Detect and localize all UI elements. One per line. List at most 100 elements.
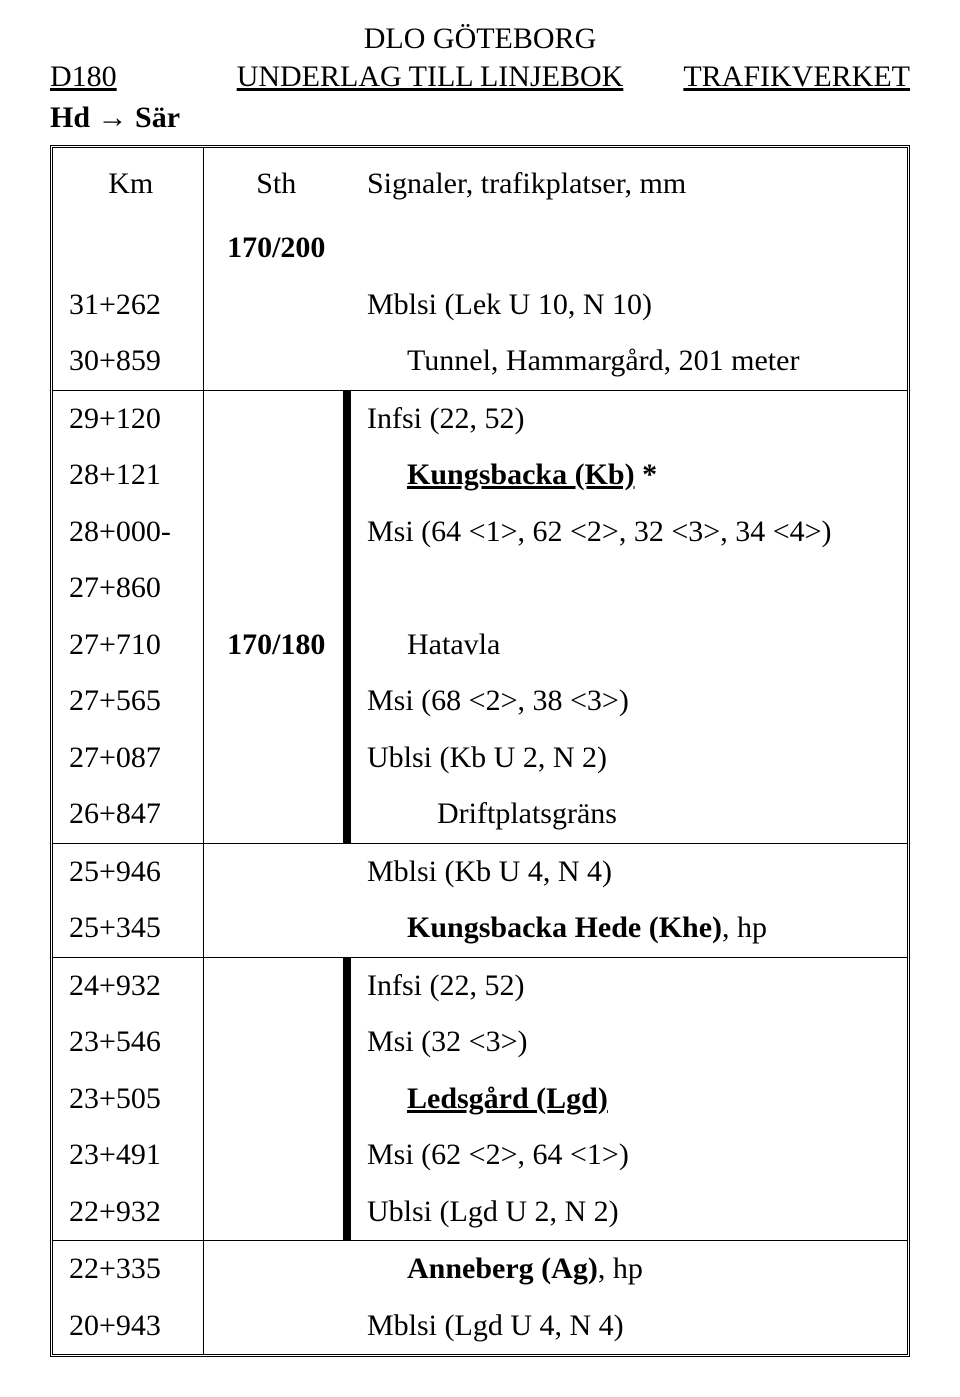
sth-cell (203, 391, 343, 448)
page-header: DLO GÖTEBORG D180 UNDERLAG TILL LINJEBOK… (50, 20, 910, 95)
signal-cell: Hatavla (351, 617, 907, 674)
km-cell: 23+505 (53, 1071, 203, 1128)
signal-cell: Ublsi (Lgd U 2, N 2) (351, 1184, 907, 1241)
signal-cell (351, 560, 907, 617)
km-cell: 24+932 (53, 958, 203, 1015)
linjebok-table: KmSthSignaler, trafikplatser, mm170/2003… (53, 148, 907, 1354)
block-bar (343, 1127, 351, 1184)
table-row: 26+847 Driftplatsgräns (53, 786, 907, 843)
signal-cell: Msi (68 <2>, 38 <3>) (351, 673, 907, 730)
table-row: 27+087 Ublsi (Kb U 2, N 2) (53, 730, 907, 787)
table-row: 28+121 Kungsbacka (Kb) * (53, 447, 907, 504)
block-bar (343, 617, 351, 674)
km-cell (53, 220, 203, 277)
signal-cell: Msi (32 <3>) (351, 1014, 907, 1071)
signal-cell: Driftplatsgräns (351, 786, 907, 843)
km-cell: 27+565 (53, 673, 203, 730)
route-subhead: Hd → Sär (50, 101, 910, 135)
km-cell: 26+847 (53, 786, 203, 843)
sth-cell: 170/200 (203, 220, 343, 277)
sth-cell (203, 1298, 343, 1355)
table-row: 27+710170/180Hatavla (53, 617, 907, 674)
sth-cell (203, 1184, 343, 1241)
sth-cell (203, 560, 343, 617)
table-row: 23+505Ledsgård (Lgd) (53, 1071, 907, 1128)
sth-cell (203, 447, 343, 504)
km-cell: 31+262 (53, 277, 203, 334)
block-bar (343, 560, 351, 617)
km-cell: 27+710 (53, 617, 203, 674)
table-frame: KmSthSignaler, trafikplatser, mm170/2003… (50, 145, 910, 1357)
km-cell: 20+943 (53, 1298, 203, 1355)
table-row: 22+932Ublsi (Lgd U 2, N 2) (53, 1184, 907, 1241)
block-bar (343, 148, 351, 220)
signal-cell: Infsi (22, 52) (351, 391, 907, 448)
km-cell: 23+546 (53, 1014, 203, 1071)
table-row: 24+932 Infsi (22, 52) (53, 958, 907, 1015)
km-cell: 28+121 (53, 447, 203, 504)
table-row: 29+120 Infsi (22, 52) (53, 391, 907, 448)
col-km: Km (53, 148, 203, 220)
signal-cell: Msi (62 <2>, 64 <1>) (351, 1127, 907, 1184)
signal-cell: Tunnel, Hammargård, 201 meter (351, 333, 907, 390)
block-bar (343, 220, 351, 277)
km-cell: 29+120 (53, 391, 203, 448)
block-bar (343, 504, 351, 561)
table-row: 23+491Msi (62 <2>, 64 <1>) (53, 1127, 907, 1184)
block-bar (343, 786, 351, 843)
table-row: 27+860 (53, 560, 907, 617)
signal-cell: Mblsi (Lek U 10, N 10) (351, 277, 907, 334)
km-cell: 28+000- (53, 504, 203, 561)
signal-cell: Mblsi (Lgd U 4, N 4) (351, 1298, 907, 1355)
table-row: 23+546 Msi (32 <3>) (53, 1014, 907, 1071)
subhead-a: Hd (50, 101, 98, 134)
signal-cell: Mblsi (Kb U 4, N 4) (351, 844, 907, 901)
km-cell: 25+946 (53, 844, 203, 901)
block-bar (343, 333, 351, 390)
table-header-row: KmSthSignaler, trafikplatser, mm (53, 148, 907, 220)
sth-cell (203, 1071, 343, 1128)
signal-cell: Infsi (22, 52) (351, 958, 907, 1015)
block-bar (343, 1014, 351, 1071)
km-cell: 27+860 (53, 560, 203, 617)
header-row: D180 UNDERLAG TILL LINJEBOK TRAFIKVERKET (50, 58, 910, 96)
signal-cell: Msi (64 <1>, 62 <2>, 32 <3>, 34 <4>) (351, 504, 907, 561)
signal-cell: Kungsbacka (Kb) * (351, 447, 907, 504)
signal-cell: Ublsi (Kb U 2, N 2) (351, 730, 907, 787)
signal-cell (351, 220, 907, 277)
table-row: 25+345Kungsbacka Hede (Khe), hp (53, 900, 907, 957)
block-bar (343, 958, 351, 1015)
arrow-icon: → (98, 101, 128, 134)
km-cell: 30+859 (53, 333, 203, 390)
block-bar (343, 277, 351, 334)
table-row: 22+335 Anneberg (Ag), hp (53, 1241, 907, 1298)
signal-cell: Kungsbacka Hede (Khe), hp (351, 900, 907, 957)
block-bar (343, 900, 351, 957)
block-bar (343, 1071, 351, 1128)
block-bar (343, 391, 351, 448)
block-bar (343, 447, 351, 504)
signal-cell: Anneberg (Ag), hp (351, 1241, 907, 1298)
col-signals: Signaler, trafikplatser, mm (351, 148, 907, 220)
sth-cell (203, 786, 343, 843)
block-bar (343, 673, 351, 730)
col-sth: Sth (203, 148, 343, 220)
block-bar (343, 730, 351, 787)
table-row: 30+859 Tunnel, Hammargård, 201 meter (53, 333, 907, 390)
table-row: 170/200 (53, 220, 907, 277)
table-row: 28+000- Msi (64 <1>, 62 <2>, 32 <3>, 34 <… (53, 504, 907, 561)
header-center: UNDERLAG TILL LINJEBOK (200, 58, 660, 96)
sth-cell (203, 1127, 343, 1184)
sth-cell: 170/180 (203, 617, 343, 674)
table-row: 31+262 Mblsi (Lek U 10, N 10) (53, 277, 907, 334)
sth-cell (203, 958, 343, 1015)
table-row: 25+946 Mblsi (Kb U 4, N 4) (53, 844, 907, 901)
sth-cell (203, 1241, 343, 1298)
km-cell: 27+087 (53, 730, 203, 787)
block-bar (343, 844, 351, 901)
sth-cell (203, 844, 343, 901)
km-cell: 22+335 (53, 1241, 203, 1298)
block-bar (343, 1184, 351, 1241)
header-top: DLO GÖTEBORG (50, 20, 910, 58)
block-bar (343, 1241, 351, 1298)
